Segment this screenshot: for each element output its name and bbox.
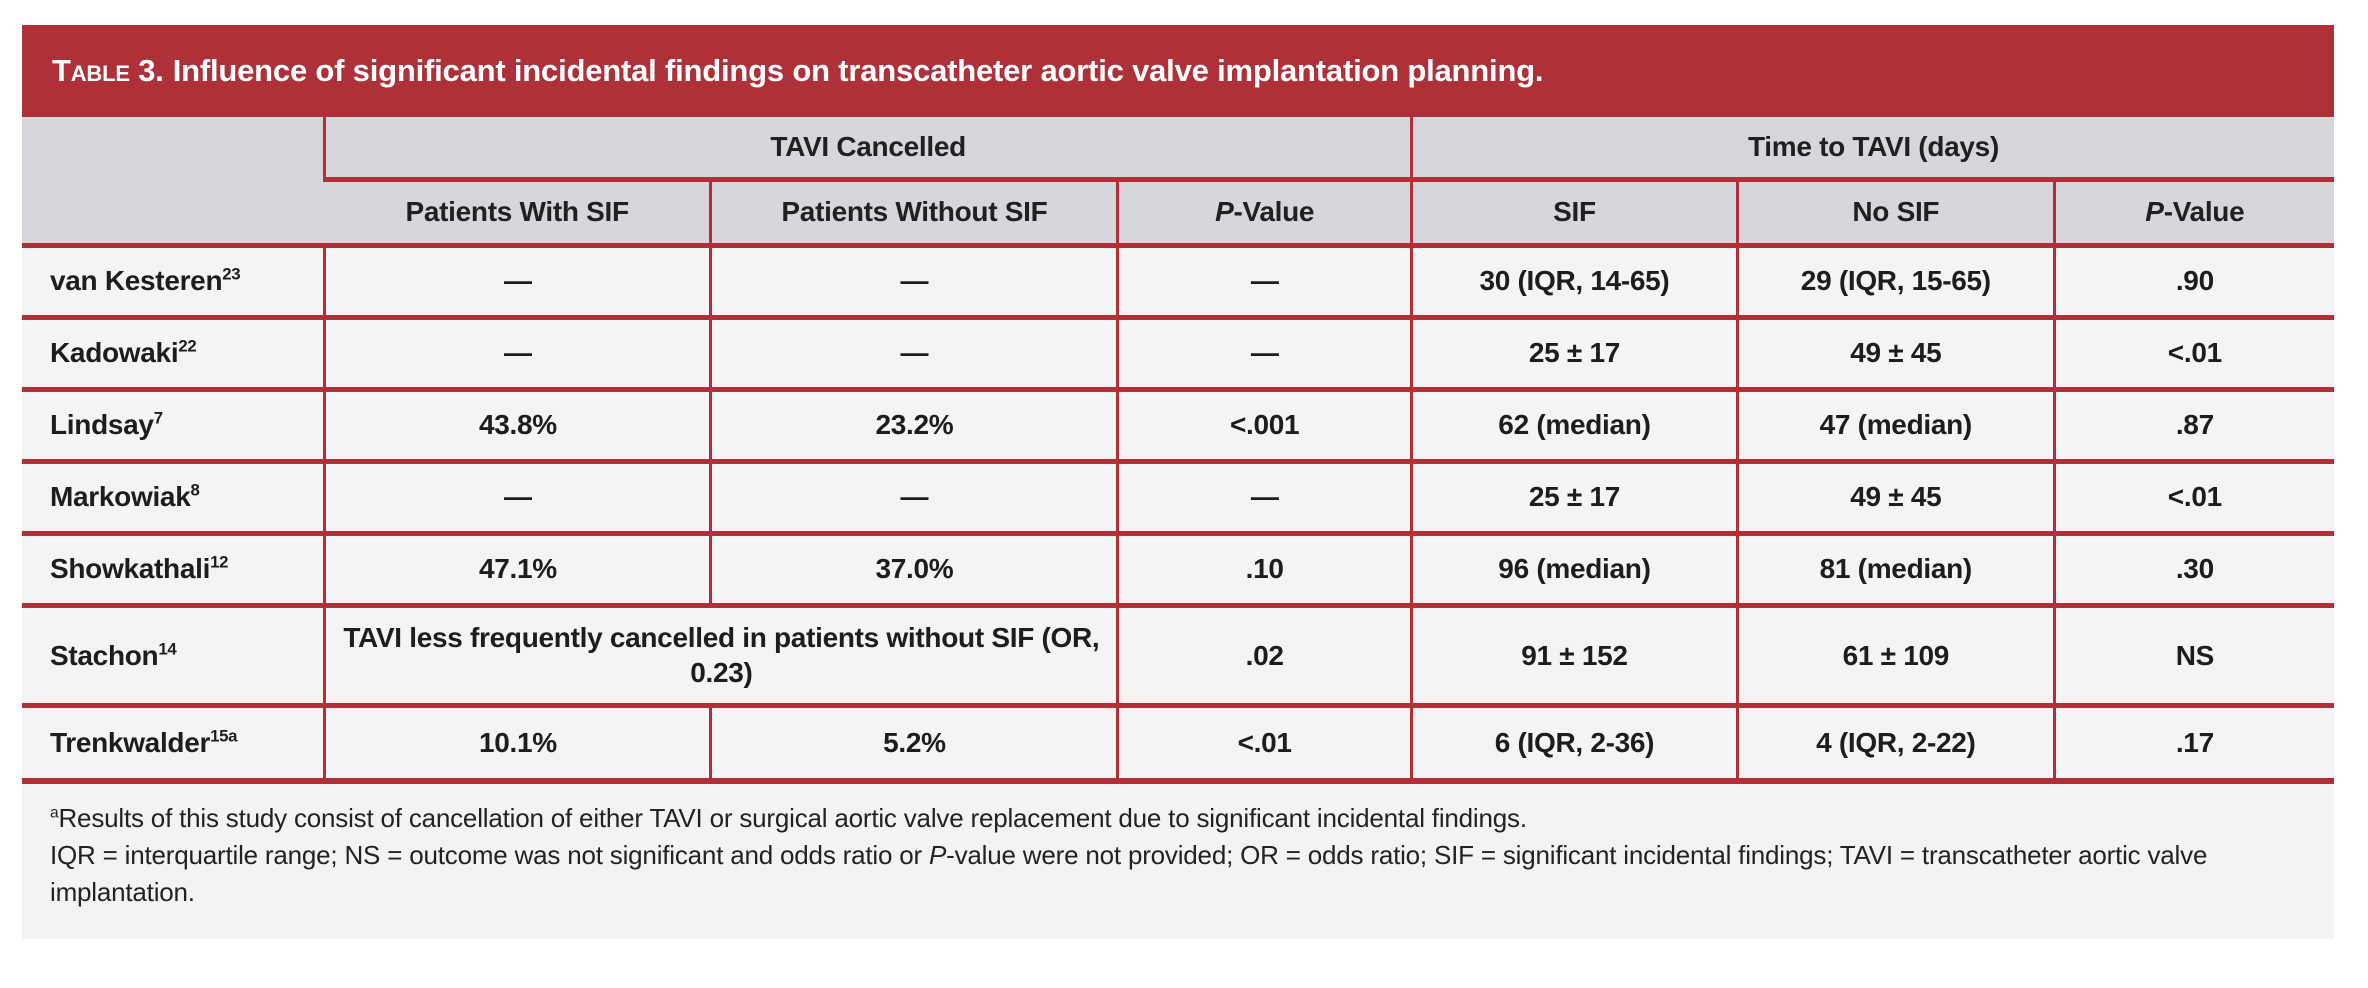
table-title-text: Influence of significant incidental find… (172, 53, 1544, 88)
table-cell: — (1116, 458, 1412, 533)
table-cell: NS (2052, 602, 2334, 705)
group-header-tavi-cancelled: TAVI Cancelled (323, 117, 1412, 179)
table-cell: — (323, 458, 711, 533)
table-cell: 43.8% (323, 386, 711, 461)
reference-superscript: 14 (158, 639, 177, 659)
footnote-study-note: aResults of this study consist of cancel… (50, 803, 1527, 833)
table-title-bar: Table 3. Influence of significant incide… (22, 25, 2334, 117)
table-cell: 96 (median) (1409, 530, 1738, 605)
table-cell: 29 (IQR, 15-65) (1735, 242, 2055, 317)
table-row-showkathali: Showkathali12 47.1% 37.0% .10 96 (median… (22, 530, 2334, 605)
table-cell: — (709, 314, 1118, 389)
reference-superscript: 23 (222, 264, 241, 284)
col-header-sif: SIF (1409, 176, 1738, 245)
table-cell: .02 (1116, 602, 1412, 705)
table-3-container: Table 3. Influence of significant incide… (22, 25, 2334, 939)
group-header-row: TAVI Cancelled Time to TAVI (days) (22, 117, 2334, 245)
study-name: Trenkwalder15a (22, 702, 325, 784)
table-cell: 81 (median) (1735, 530, 2055, 605)
table-cell: — (709, 242, 1118, 317)
study-table: TAVI Cancelled Time to TAVI (days) Patie… (22, 117, 2334, 784)
table-cell: 4 (IQR, 2-22) (1735, 702, 2055, 784)
study-name: Markowiak8 (22, 458, 325, 533)
study-name: van Kesteren23 (22, 242, 325, 317)
reference-superscript: 22 (178, 336, 197, 356)
table-cell: 30 (IQR, 14-65) (1409, 242, 1738, 317)
table-row-markowiak: Markowiak8 — — — 25 ± 17 49 ± 45 <.01 (22, 458, 2334, 533)
table-cell: <.01 (2052, 458, 2334, 533)
study-name: Lindsay7 (22, 386, 325, 461)
reference-superscript: 15a (210, 726, 238, 746)
table-cell: <.001 (1116, 386, 1412, 461)
table-cell: — (1116, 314, 1412, 389)
footnote-abbreviations: IQR = interquartile range; NS = outcome … (50, 839, 2208, 907)
study-column-header (22, 117, 325, 245)
table-cell: 91 ± 152 (1409, 602, 1738, 705)
table-cell: — (709, 458, 1118, 533)
table-cell: .10 (1116, 530, 1412, 605)
table-cell: 49 ± 45 (1735, 314, 2055, 389)
table-cell-merged: TAVI less frequently cancelled in patien… (323, 602, 1118, 705)
reference-superscript: 8 (190, 480, 200, 500)
table-cell: .17 (2052, 702, 2334, 784)
table-cell: — (323, 314, 711, 389)
group-header-time-to-tavi: Time to TAVI (days) (1409, 117, 2334, 179)
table-cell: 47 (median) (1735, 386, 2055, 461)
table-cell: .30 (2052, 530, 2334, 605)
reference-superscript: 12 (210, 552, 229, 572)
table-cell: 23.2% (709, 386, 1118, 461)
table-number-label: Table 3. (52, 53, 164, 88)
table-cell: 10.1% (323, 702, 711, 784)
table-cell: <.01 (1116, 702, 1412, 784)
study-name: Stachon14 (22, 602, 325, 705)
col-header-p-value-2: P-Value (2052, 176, 2334, 245)
table-footnotes: aResults of this study consist of cancel… (22, 784, 2334, 939)
table-cell: 37.0% (709, 530, 1118, 605)
table-cell: 6 (IQR, 2-36) (1409, 702, 1738, 784)
footnote-marker: a (50, 804, 59, 822)
table-row-stachon: Stachon14 TAVI less frequently cancelled… (22, 602, 2334, 705)
table-cell: 61 ± 109 (1735, 602, 2055, 705)
table-row-kadowaki: Kadowaki22 — — — 25 ± 17 49 ± 45 <.01 (22, 314, 2334, 389)
reference-superscript: 7 (153, 408, 163, 428)
table-cell: 49 ± 45 (1735, 458, 2055, 533)
study-name: Showkathali12 (22, 530, 325, 605)
table-cell: .87 (2052, 386, 2334, 461)
col-header-patients-without-sif: Patients Without SIF (709, 176, 1118, 245)
table-cell: .90 (2052, 242, 2334, 317)
table-cell: 62 (median) (1409, 386, 1738, 461)
column-header-row: Patients With SIF Patients Without SIF P… (22, 176, 2334, 245)
table-row-lindsay: Lindsay7 43.8% 23.2% <.001 62 (median) 4… (22, 386, 2334, 461)
table-cell: 25 ± 17 (1409, 458, 1738, 533)
table-cell: <.01 (2052, 314, 2334, 389)
table-row-van-kesteren: van Kesteren23 — — — 30 (IQR, 14-65) 29 … (22, 242, 2334, 317)
study-name: Kadowaki22 (22, 314, 325, 389)
table-cell: 25 ± 17 (1409, 314, 1738, 389)
table-cell: 47.1% (323, 530, 711, 605)
col-header-no-sif: No SIF (1735, 176, 2055, 245)
col-header-patients-with-sif: Patients With SIF (324, 176, 711, 245)
table-cell: — (323, 242, 711, 317)
table-cell: — (1116, 242, 1412, 317)
table-cell: 5.2% (709, 702, 1118, 784)
table-row-trenkwalder: Trenkwalder15a 10.1% 5.2% <.01 6 (IQR, 2… (22, 702, 2334, 784)
col-header-p-value-1: P-Value (1116, 176, 1412, 245)
